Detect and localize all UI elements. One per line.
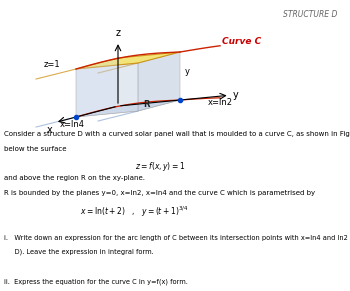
Text: D). Leave the expression in integral form.: D). Leave the expression in integral for… bbox=[4, 249, 153, 255]
Text: $z = f(x,y) = 1$: $z = f(x,y) = 1$ bbox=[135, 160, 186, 173]
Text: ii.  Express the equation for the curve C in y=f(x) form.: ii. Express the equation for the curve C… bbox=[4, 278, 187, 285]
Text: z=1: z=1 bbox=[44, 60, 61, 69]
Text: and above the region R on the xy-plane.: and above the region R on the xy-plane. bbox=[4, 175, 145, 181]
Polygon shape bbox=[76, 100, 180, 117]
Text: z: z bbox=[116, 28, 120, 38]
Text: $x = \ln(t+2)$   ,   $y = (t+1)^{3/4}$: $x = \ln(t+2)$ , $y = (t+1)^{3/4}$ bbox=[80, 205, 188, 219]
Text: R: R bbox=[144, 100, 150, 109]
Text: Curve C: Curve C bbox=[222, 37, 261, 46]
Polygon shape bbox=[76, 63, 138, 117]
Text: x=ln2: x=ln2 bbox=[208, 98, 233, 107]
Text: i.   Write down an expression for the arc length of C between its intersection p: i. Write down an expression for the arc … bbox=[4, 234, 350, 241]
Text: y: y bbox=[233, 90, 238, 100]
Text: Consider a structure D with a curved solar panel wall that is moulded to a curve: Consider a structure D with a curved sol… bbox=[4, 131, 350, 137]
Polygon shape bbox=[138, 52, 180, 111]
Polygon shape bbox=[76, 58, 118, 117]
Text: STRUCTURE D: STRUCTURE D bbox=[283, 10, 337, 19]
Text: R is bounded by the planes y=0, x=ln2, x=ln4 and the curve C which is parametris: R is bounded by the planes y=0, x=ln2, x… bbox=[4, 190, 315, 196]
Text: x=ln4: x=ln4 bbox=[60, 120, 84, 129]
Text: x: x bbox=[46, 125, 52, 134]
Polygon shape bbox=[76, 52, 180, 69]
Text: y: y bbox=[185, 67, 190, 76]
Text: below the surface: below the surface bbox=[4, 146, 66, 152]
